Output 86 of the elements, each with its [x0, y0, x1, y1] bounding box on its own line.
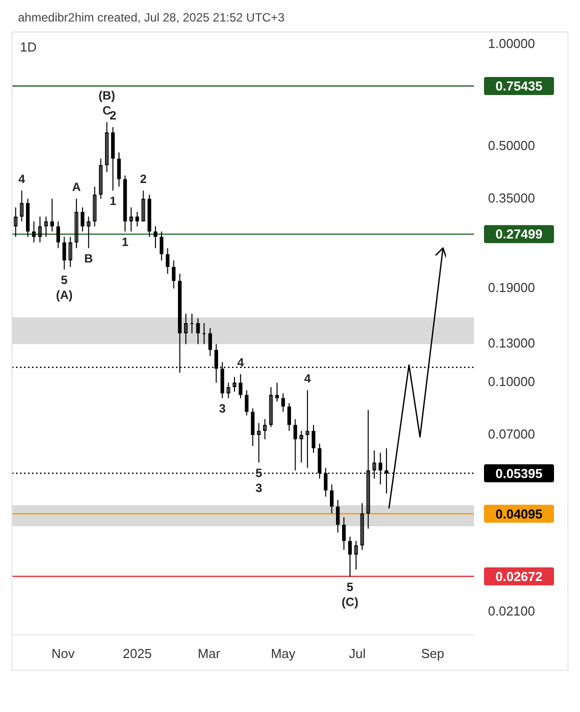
y-tick-label: 1.00000	[488, 36, 535, 52]
annotation: A	[72, 180, 82, 194]
candlestick	[293, 418, 298, 471]
candlestick	[263, 418, 267, 440]
candlestick	[275, 382, 279, 402]
ref-line-label: 0.02672	[496, 568, 542, 584]
candlestick	[141, 190, 146, 222]
y-tick-label: 0.50000	[488, 138, 535, 153]
candlestick	[196, 318, 200, 345]
annotation: 5	[60, 272, 68, 287]
candlestick	[312, 424, 316, 454]
y-tick-label: 0.10000	[488, 374, 535, 390]
annotation: 3	[218, 401, 226, 416]
candlestick	[269, 386, 273, 428]
candlestick	[154, 226, 158, 249]
y-tick-label: 0.35000	[488, 190, 535, 206]
candlestick	[44, 216, 48, 238]
annotation: (B)	[98, 88, 116, 102]
ref-line-label: 0.05395	[496, 466, 542, 481]
candlestick	[50, 198, 54, 232]
candlestick	[281, 392, 285, 412]
candlestick	[98, 158, 103, 200]
y-tick-label: 0.02100	[488, 603, 535, 618]
annotation: 5	[255, 466, 262, 480]
candlestick	[172, 260, 176, 289]
candlestick	[129, 206, 133, 232]
candlestick	[348, 536, 352, 578]
candlestick	[306, 390, 310, 468]
candlestick	[62, 236, 66, 270]
annotation: 4	[304, 372, 312, 386]
text: ahmedibr2him created, Jul 28, 2025 21:52 UTC+3	[18, 10, 285, 24]
candlestick	[232, 376, 236, 392]
x-tick-label: Jul	[348, 646, 366, 661]
candlestick	[360, 502, 364, 550]
annotation: (A)	[56, 288, 73, 302]
annotation: 4	[18, 172, 26, 186]
candlestick	[74, 198, 78, 249]
candlestick	[135, 211, 140, 227]
candlestick	[208, 328, 212, 356]
text: 1D	[20, 40, 37, 55]
candlestick	[354, 540, 358, 570]
candlestick	[117, 152, 121, 188]
candlestick	[244, 390, 248, 416]
x-tick-label: Mar	[198, 646, 221, 661]
ref-line-label: 0.04095	[496, 506, 542, 522]
candlestick	[92, 186, 96, 227]
x-tick-label: 2025	[122, 646, 152, 661]
annotation: 1	[122, 234, 129, 249]
annotation: B	[84, 251, 94, 266]
candlestick	[56, 220, 60, 249]
candlestick	[342, 516, 346, 550]
x-tick-label: Nov	[52, 646, 76, 661]
annotation: 2	[140, 172, 147, 186]
candlestick	[226, 382, 230, 399]
candlestick	[105, 122, 109, 172]
x-tick-label: Sep	[421, 646, 444, 661]
annotation: 5	[346, 580, 354, 594]
annotation: 3	[255, 480, 262, 495]
annotation: 4	[237, 355, 244, 370]
annotation: 2	[110, 108, 117, 122]
candlestick	[256, 422, 261, 464]
y-tick-label: 0.13000	[488, 336, 535, 351]
y-tick-label: 0.07000	[488, 426, 535, 442]
candlestick	[86, 216, 90, 249]
candlestick	[80, 206, 84, 232]
x-tick-label: May	[270, 646, 296, 661]
annotation: 1	[110, 194, 117, 208]
annotation: (C)	[342, 594, 358, 609]
candlestick	[238, 374, 242, 399]
candlestick	[250, 408, 255, 446]
y-tick-label: 0.19000	[488, 280, 535, 296]
candlestick	[336, 499, 340, 534]
candlestick	[166, 248, 170, 274]
candlestick	[160, 231, 164, 261]
candlestick	[14, 206, 18, 238]
candlestick	[287, 402, 292, 432]
ref-line-label: 0.27499	[496, 226, 542, 242]
candlestick	[300, 430, 304, 464]
candlestick	[184, 313, 188, 345]
candlestick	[32, 220, 36, 243]
annotation: C	[102, 103, 112, 118]
candlestick	[68, 236, 72, 268]
ref-line-label: 0.75435	[496, 78, 542, 94]
candlestick	[20, 190, 24, 222]
candlestick	[330, 484, 334, 514]
candlestick	[38, 216, 42, 243]
